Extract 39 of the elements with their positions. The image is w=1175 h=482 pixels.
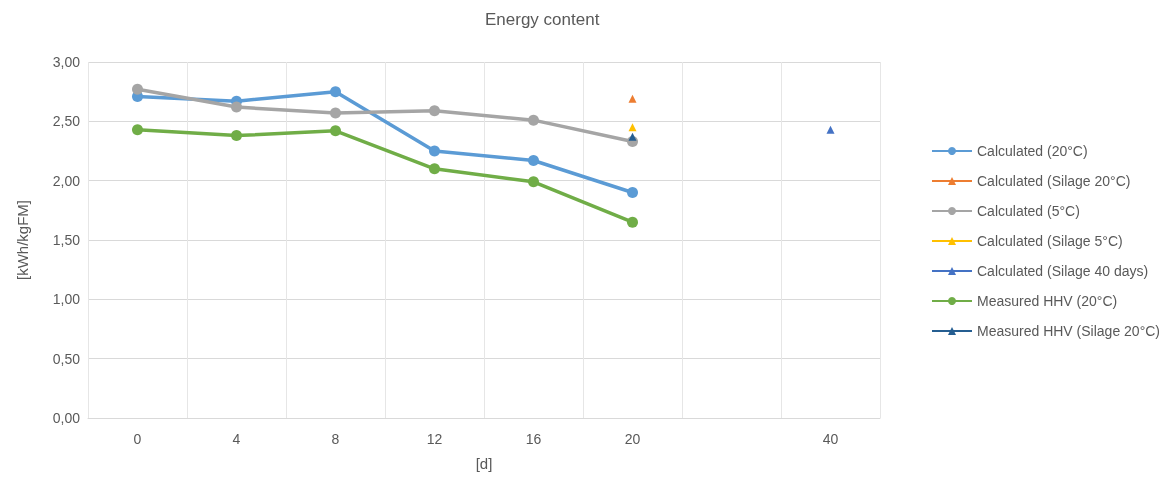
x-tick-label: 8 [331,431,340,447]
point [528,114,539,126]
x-tick-label: 12 [426,431,443,447]
point [132,83,143,95]
legend-label: Calculated (5°C) [977,203,1080,219]
y-tick-label: 3,00 [52,54,81,70]
x-axis-title: [d] [475,455,493,472]
point [429,145,440,157]
x-tick-label: 16 [525,431,542,447]
point [429,163,440,175]
chart-title: Energy content [485,10,600,29]
point [231,101,242,113]
legend-label: Calculated (Silage 5°C) [977,233,1123,249]
x-tick-label: 0 [133,431,142,447]
point [528,155,539,166]
point [528,176,539,188]
legend-label: Measured HHV (20°C) [977,293,1118,309]
y-tick-label: 2,00 [52,172,81,189]
point [429,105,440,117]
point [330,86,341,98]
y-tick-label: 1,00 [52,291,81,308]
point [231,130,242,142]
legend-label: Calculated (20°C) [977,143,1088,159]
x-tick-label: 4 [232,431,241,447]
point [330,107,341,119]
x-tick-label: 20 [624,431,641,447]
legend-label: Measured HHV (Silage 20°C) [977,323,1161,339]
y-tick-label: 2,50 [52,113,81,130]
legend-label: Calculated (Silage 40 days) [977,263,1149,279]
point [132,124,143,136]
point [330,125,341,137]
legend-label: Calculated (Silage 20°C) [977,173,1131,189]
y-axis-title: [kWh/kgFM] [14,199,31,281]
y-tick-label: 0,50 [52,350,81,367]
point [627,187,638,199]
x-tick-label: 40 [822,431,839,447]
point [627,216,638,228]
y-tick-label: 0,00 [52,410,81,426]
y-tick-label: 1,50 [52,232,81,248]
